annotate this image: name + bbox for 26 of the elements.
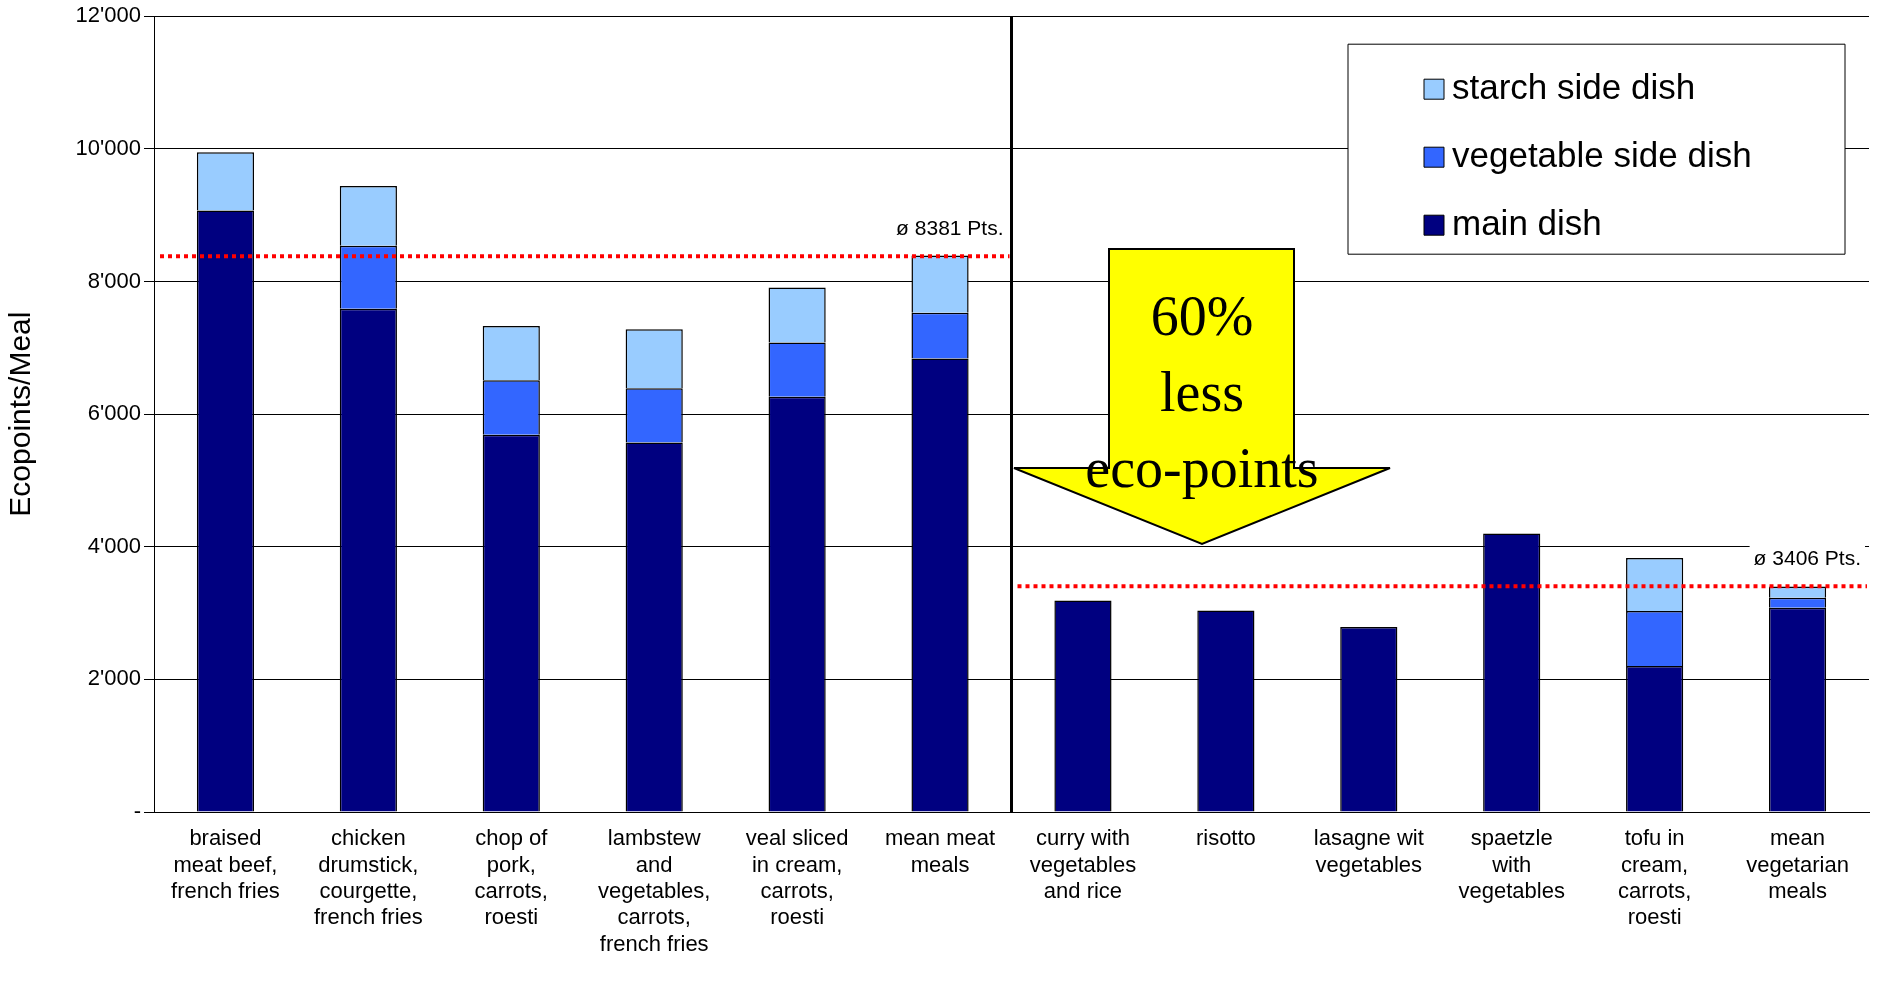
y-tick-label: 4'000	[87, 532, 141, 558]
x-tick-label: spaetzle with vegetables	[1458, 825, 1565, 904]
legend-label: main dish	[1452, 202, 1602, 242]
x-tick-label: veal sliced in cream, carrots, roesti	[745, 825, 849, 930]
y-tick-label: 12'000	[75, 2, 141, 28]
x-tick-label: tofu in cream, carrots, roesti	[1617, 825, 1692, 930]
y-tick-label: -	[133, 798, 141, 824]
ref-line-label: ø 3406 Pts.	[1753, 546, 1861, 570]
x-tick-label: mean meat meals	[885, 825, 996, 877]
y-axis-title: Ecopoints/Meal	[3, 311, 37, 517]
y-tick-label: 6'000	[87, 400, 141, 426]
x-tick-label: risotto	[1195, 825, 1256, 851]
y-tick-label: 8'000	[87, 267, 141, 293]
legend-label: vegetable side dish	[1452, 134, 1752, 174]
y-tick-label: 10'000	[75, 134, 141, 160]
x-tick-label: mean vegetarian meals	[1746, 825, 1849, 904]
y-tick-label: 2'000	[87, 665, 141, 691]
x-tick-label: chop of pork, carrots, roesti	[474, 825, 549, 930]
x-tick-label: lambstew and vegetables, carrots, french fries	[597, 825, 711, 956]
annotation: 60% less eco-points	[1084, 284, 1320, 501]
ref-line-label: ø 8381 Pts.	[896, 216, 1004, 240]
x-tick-label: lasagne wit vegetables	[1313, 825, 1424, 877]
x-tick-label: curry with vegetables and rice	[1029, 825, 1137, 904]
legend-label: starch side dish	[1452, 66, 1696, 106]
x-tick-label: chicken drumstick, courgette, french fries	[313, 825, 423, 930]
x-tick-label: braised meat beef, french fries	[171, 825, 280, 904]
